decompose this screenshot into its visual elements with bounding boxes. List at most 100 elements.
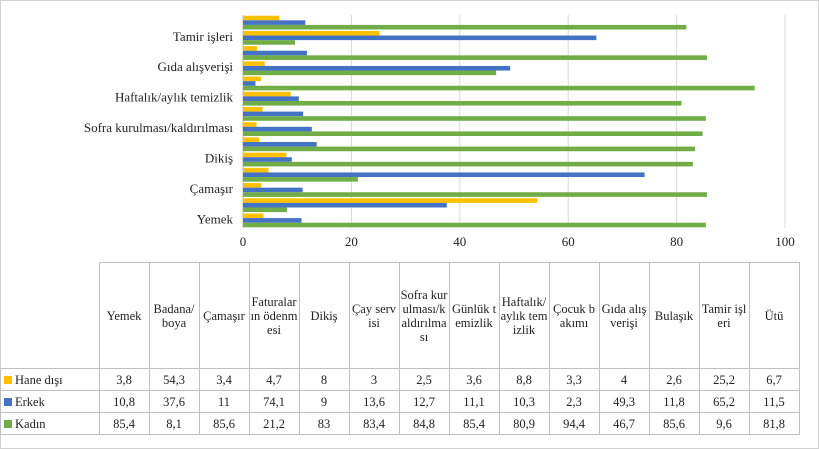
cell-text: 11,8: [663, 394, 685, 409]
cell-text: 10,3: [513, 394, 535, 409]
x-tick-label: 100: [775, 234, 795, 249]
header-cell: Gıda alışverişi: [598, 262, 650, 369]
y-tick-label: Gıda alışverişi: [158, 59, 234, 74]
value-cell: 46,7: [598, 412, 650, 435]
bar: [243, 207, 287, 213]
cell-text: Çocuk bakımı: [552, 301, 595, 330]
header-cell: Günlük temizlik: [448, 262, 500, 369]
cell-text: Haftalık/aylık temizlik: [500, 294, 548, 337]
bar: [243, 116, 706, 121]
cell-text: 13,6: [363, 394, 385, 409]
bar: [243, 40, 296, 45]
cell-text: 25,2: [713, 372, 735, 387]
data-row: Hane dışı 3,8 54,3 3,4 4,7 8 3 2,5 3,6 8,8 3,3 4 2,6…: [0, 368, 800, 391]
header-cell: Ütü: [748, 262, 800, 369]
bar: [243, 187, 303, 193]
cell-text: 84,8: [413, 416, 435, 431]
cell-text: Bulaşık: [654, 308, 694, 323]
cell-text: Gıda alışverişi: [601, 301, 647, 330]
cell-text: Sofra kurulması/kaldırılması: [400, 287, 448, 344]
value-cell: 74,1: [248, 390, 300, 413]
bar: [243, 61, 265, 66]
bar: [243, 167, 269, 173]
cell-text: Günlük temizlik: [451, 301, 497, 330]
bar: [243, 106, 263, 112]
legend-cell: Hane dışı: [0, 368, 100, 391]
cell-text: 11,5: [763, 394, 785, 409]
bar: [243, 146, 696, 152]
bar: [243, 126, 312, 132]
header-cell: Dikiş: [298, 262, 350, 369]
legend-swatch: [4, 419, 12, 428]
cell-text: 2,5: [416, 372, 432, 387]
value-cell: 2,3: [548, 390, 600, 413]
value-cell: 85,6: [648, 412, 700, 435]
bar: [243, 35, 597, 41]
value-cell: 10,8: [98, 390, 150, 413]
cell-text: Çamaşır: [203, 308, 245, 323]
bar: [243, 111, 304, 117]
cell-text: 83: [317, 416, 331, 431]
bar: [243, 157, 292, 162]
value-cell: 49,3: [598, 390, 650, 413]
cell-text: 3,4: [216, 372, 232, 387]
value-cell: 9,6: [698, 412, 750, 435]
cell-text: 3,8: [116, 372, 132, 387]
cell-text: 4: [620, 372, 628, 387]
bar: [243, 81, 256, 86]
header-cell: Sofra kurulması/kaldırılması: [398, 262, 450, 369]
bar: [243, 177, 358, 182]
bar: [243, 152, 287, 158]
x-tick-label: 60: [562, 234, 575, 249]
value-cell: 2,5: [398, 368, 450, 391]
cell-text: 85,6: [663, 416, 685, 431]
value-cell: 11: [198, 390, 250, 413]
cell-text: 37,6: [163, 394, 185, 409]
legend-label: Erkek: [15, 394, 45, 409]
value-cell: 85,4: [98, 412, 150, 435]
data-table: Yemek Badana/boya Çamaşır Faturaların ödenm…: [0, 262, 800, 435]
value-cell: 9: [298, 390, 350, 413]
value-cell: 3,6: [448, 368, 500, 391]
value-cell: 25,2: [698, 368, 750, 391]
cell-text: Faturaların ödenmesi: [250, 294, 298, 337]
cell-text: Yemek: [106, 308, 142, 323]
value-cell: 3,4: [198, 368, 250, 391]
cell-text: 10,8: [113, 394, 135, 409]
y-tick-label: Yemek: [197, 211, 234, 226]
bar: [243, 96, 299, 101]
x-tick-label: 20: [345, 234, 358, 249]
value-cell: 3,3: [548, 368, 600, 391]
header-cell: Çocuk bakımı: [548, 262, 600, 369]
bar: [243, 46, 258, 51]
cell-text: Ütü: [764, 308, 784, 323]
bar: [243, 91, 291, 97]
value-cell: 2,6: [648, 368, 700, 391]
bar: [243, 65, 511, 71]
legend-cell: Erkek: [0, 390, 100, 413]
legend-label: Hane dışı: [15, 372, 63, 387]
cell-text: 85,6: [213, 416, 235, 431]
bar: [243, 172, 645, 178]
bar: [243, 55, 707, 60]
cell-text: Tamir işleri: [701, 301, 747, 330]
header-cell: Çay servisi: [348, 262, 400, 369]
bar: [243, 131, 703, 137]
legend-swatch: [4, 397, 12, 406]
bar: [243, 76, 261, 82]
cell-text: 12,7: [413, 394, 435, 409]
value-cell: 83,4: [348, 412, 400, 435]
value-cell: 3,8: [98, 368, 150, 391]
header-cell: Haftalık/aylık temizlik: [498, 262, 550, 369]
value-cell: 85,4: [448, 412, 500, 435]
header-cell: Faturaların ödenmesi: [248, 262, 300, 369]
cell-text: Badana/boya: [153, 301, 195, 330]
value-cell: 10,3: [498, 390, 550, 413]
cell-text: 80,9: [513, 416, 535, 431]
value-cell: 80,9: [498, 412, 550, 435]
bar: [243, 198, 538, 203]
value-cell: 83: [298, 412, 350, 435]
bar: [243, 202, 447, 208]
value-cell: 11,1: [448, 390, 500, 413]
